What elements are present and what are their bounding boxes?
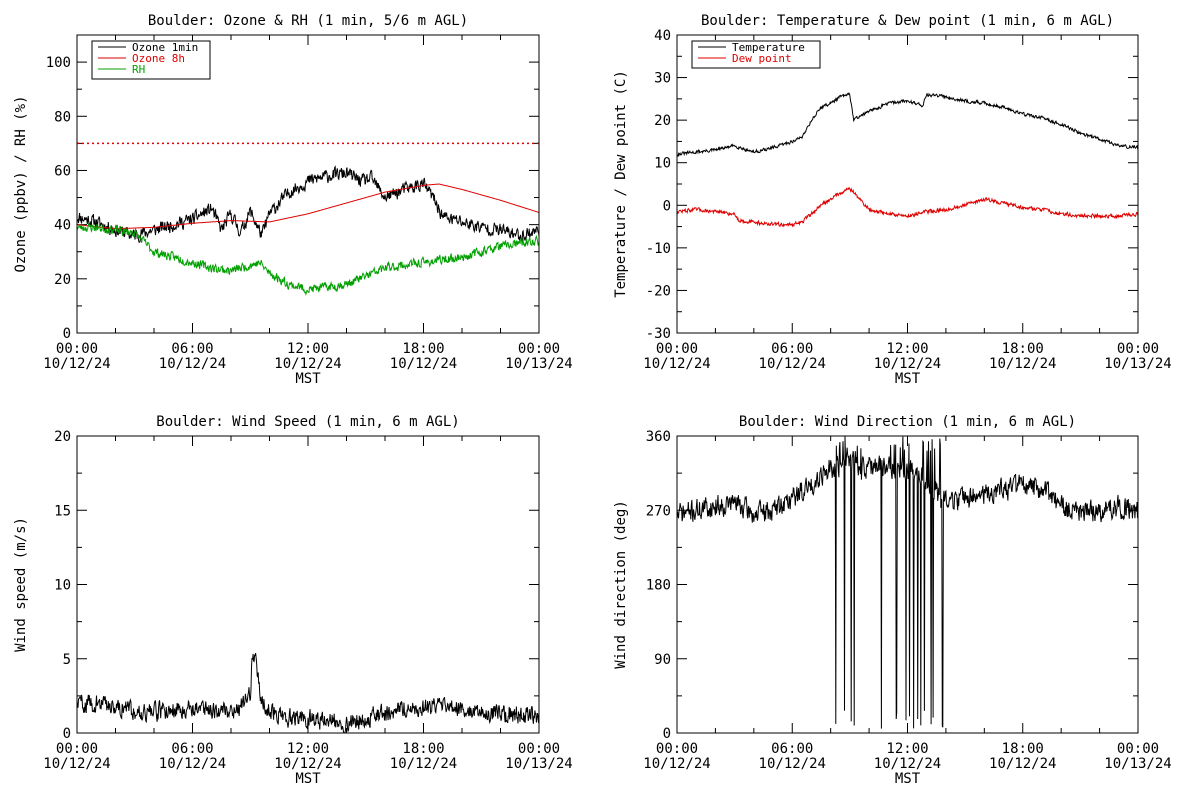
y-tick-label: 40 [54,218,71,234]
x-tick-label-time: 00:00 [56,741,98,757]
y-tick-label: 0 [663,726,671,742]
x-tick-label-time: 00:00 [518,741,560,757]
y-tick-label: 10 [54,578,71,594]
x-tick-label-date: 10/12/24 [759,756,826,772]
y-tick-label: 60 [54,163,71,179]
x-tick-label-date: 10/12/24 [759,356,826,372]
y-axis-label: Wind direction (deg) [613,500,629,669]
x-tick-label-date: 10/12/24 [159,356,226,372]
y-tick-label: 5 [63,652,71,668]
legend-label: Dew point [732,52,792,65]
x-tick-label-time: 00:00 [518,341,560,357]
legend-box [691,40,821,69]
y-tick-label: 90 [654,652,671,668]
x-tick-label-time: 18:00 [402,341,444,357]
y-tick-label: 0 [63,326,71,342]
series-line-series-1 [77,652,539,733]
x-tick-label-date: 10/12/24 [159,756,226,772]
chart-title: Boulder: Ozone & RH (1 min, 5/6 m AGL) [148,13,468,29]
x-tick-label-time: 00:00 [1117,741,1159,757]
x-axis-label: MST [895,771,921,787]
chart-title: Boulder: Wind Direction (1 min, 6 m AGL) [739,414,1076,430]
x-tick-label-date: 10/12/24 [874,356,941,372]
x-tick-label-time: 18:00 [402,741,444,757]
legend-label: Temperature [732,41,805,54]
x-tick-label-date: 10/12/24 [274,756,341,772]
y-tick-label: 20 [54,272,71,288]
x-axis-label: MST [295,371,321,387]
series-line-rh [77,221,539,296]
x-tick-label-time: 06:00 [171,741,213,757]
x-tick-label-date: 10/12/24 [43,356,110,372]
plot-frame [76,34,540,334]
x-tick-label-date: 10/12/24 [390,756,457,772]
y-tick-label: 15 [54,503,71,519]
x-tick-label-time: 12:00 [287,341,329,357]
y-tick-label: 80 [54,109,71,125]
x-tick-label-date: 10/12/24 [274,356,341,372]
x-tick-label-date: 10/12/24 [989,356,1056,372]
x-tick-label-date: 10/12/24 [989,756,1056,772]
chart-title: Boulder: Wind Speed (1 min, 6 m AGL) [156,414,459,430]
y-tick-label: -30 [646,326,671,342]
series-line-ozone-1min [77,165,539,243]
y-tick-label: 10 [654,156,671,172]
x-tick-label-time: 18:00 [1002,341,1044,357]
x-tick-label-time: 00:00 [656,341,698,357]
series-line-series-1 [677,436,1138,729]
y-tick-label: -20 [646,283,671,299]
y-tick-label: 30 [654,71,671,87]
x-tick-label-time: 12:00 [287,741,329,757]
y-tick-label: 270 [646,503,671,519]
y-tick-label: 20 [654,113,671,129]
x-tick-label-time: 06:00 [171,341,213,357]
legend-label: RH [132,63,145,76]
plot-frame [676,435,1139,734]
y-tick-label: 180 [646,578,671,594]
x-tick-label-date: 10/13/24 [505,356,572,372]
y-axis-label: Wind speed (m/s) [13,517,29,652]
x-axis-label: MST [295,771,321,787]
x-tick-label-time: 12:00 [886,741,928,757]
y-tick-label: 20 [54,429,71,445]
y-tick-label: 360 [646,429,671,445]
x-tick-label-time: 00:00 [1117,341,1159,357]
legend-label: Ozone 1min [132,41,198,54]
x-tick-label-date: 10/13/24 [505,756,572,772]
x-tick-label-date: 10/12/24 [390,356,457,372]
x-tick-label-time: 06:00 [771,741,813,757]
x-tick-label-date: 10/12/24 [43,756,110,772]
x-axis-label: MST [895,371,921,387]
y-tick-label: 100 [46,55,71,71]
series-line-dew-point [677,186,1138,228]
x-tick-label-date: 10/12/24 [643,756,710,772]
y-axis-label: Ozone (ppbv) / RH (%) [13,95,29,272]
y-tick-label: 0 [63,726,71,742]
x-tick-label-date: 10/13/24 [1104,356,1171,372]
plot-frame [76,435,540,734]
y-axis-label: Temperature / Dew point (C) [613,70,629,298]
x-tick-label-date: 10/12/24 [643,356,710,372]
legend-label: Ozone 8h [132,52,185,65]
x-tick-label-time: 00:00 [656,741,698,757]
series-line-ozone-8h [77,183,539,230]
chart-title: Boulder: Temperature & Dew point (1 min,… [701,13,1114,29]
y-tick-label: -10 [646,241,671,257]
x-tick-label-date: 10/12/24 [874,756,941,772]
x-tick-label-time: 00:00 [56,341,98,357]
plot-frame [676,34,1139,334]
series-line-temperature [677,92,1138,157]
x-tick-label-time: 06:00 [771,341,813,357]
y-tick-label: 0 [663,198,671,214]
x-tick-label-time: 12:00 [886,341,928,357]
x-tick-label-time: 18:00 [1002,741,1044,757]
x-tick-label-date: 10/13/24 [1104,756,1171,772]
y-tick-label: 40 [654,28,671,44]
